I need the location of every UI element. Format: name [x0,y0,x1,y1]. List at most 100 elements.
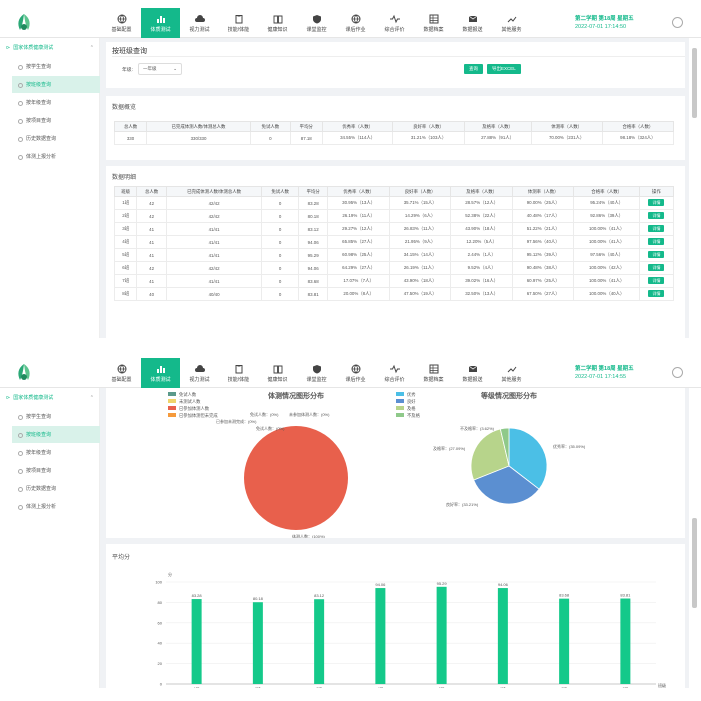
table-cell: 42 [136,196,167,210]
table-cell: 41 [136,235,167,249]
detail-button[interactable]: 详情 [648,238,665,245]
detail-button[interactable]: 详情 [648,225,665,232]
nav-item-1[interactable]: 体质测试 [141,358,180,388]
legend-label: 及格 [407,405,416,412]
datetime-label: 2022-07-01 17:14:55 [575,374,627,380]
nav-item-1[interactable]: 体质测试 [141,8,180,38]
table-cell: 26.83%（11人） [388,222,452,236]
column-header: 良好率（人数） [392,121,465,132]
nav-item-9[interactable]: 数据报送 [453,358,492,388]
nav-item-6[interactable]: 课后作业 [336,8,375,38]
bar-value-label: 94.06 [498,582,509,587]
sidebar-item-label: 按学生查询 [26,414,52,420]
nav-item-10[interactable]: 其他服务 [492,358,531,388]
nav-item-8[interactable]: 数据档案 [414,8,453,38]
term-label: 第二学期 第18周 星期五 [575,16,634,22]
nav-item-5[interactable]: 课堂监控 [297,358,336,388]
sidebar-item-label: 按项目查询 [26,468,52,474]
table-cell: 40.48%（17人） [511,209,575,223]
sidebar-item-1[interactable]: 按班级查询 [12,426,100,443]
table-cell: 34.55%（114人） [321,131,394,145]
legend-label: 未测试人数 [179,398,201,405]
sidebar-item-2[interactable]: 按年级查询 [12,444,100,461]
book-icon [273,365,282,373]
pie-slice [508,427,548,490]
table-cell: 100.00%（42人） [573,261,640,275]
nav-item-9[interactable]: 数据报送 [453,8,492,38]
table-cell: 39.02%（16人） [450,274,513,288]
table-cell: 17.07%（7人） [327,274,390,288]
nav-item-3[interactable]: 技能/体能 [219,358,258,388]
chevron-up-icon: ⌃ [89,394,94,401]
sidebar-item-4[interactable]: 历史数据查询 [12,480,100,497]
nav-item-10[interactable]: 其他服务 [492,8,531,38]
table-cell: 80.18 [297,209,329,223]
sidebar-item-5[interactable]: 体测上报分析 [12,148,100,165]
pulse-icon [389,364,400,373]
sidebar-item-1[interactable]: 按班级查询 [12,76,100,93]
nav-item-5[interactable]: 课堂监控 [297,8,336,38]
grade-select[interactable]: 一年级 ⌄ [138,63,182,75]
nav-item-6[interactable]: 课后作业 [336,358,375,388]
sidebar-group-fitness-test[interactable]: ⊳ 国家体质健康测试 ⌃ [6,44,94,52]
sidebar-item-2[interactable]: 按年级查询 [12,94,100,111]
sidebar-item-0[interactable]: 按学生查询 [12,408,100,425]
sidebar-item-5[interactable]: 体测上报分析 [12,498,100,515]
nav-item-label: 基础配置 [111,26,132,33]
detail-button[interactable]: 详情 [648,277,665,284]
sidebar-item-3[interactable]: 按项目查询 [12,112,100,129]
top-navbar: 基础配置 体质测试 视力测试 技能/体能 健康知识 课堂监控 课后作业 综合评价 数据档案 数据报… [0,358,701,388]
nav-item-2[interactable]: 视力测试 [180,358,219,388]
x-tick-label: 5班 [439,686,445,688]
query-button[interactable]: 查询 [464,64,483,74]
nav-item-3[interactable]: 技能/体能 [219,8,258,38]
sidebar-item-4[interactable]: 历史数据查询 [12,130,100,147]
column-header: 合格率（人数） [601,121,675,132]
detail-button[interactable]: 详情 [648,199,665,206]
sidebar-item-3[interactable]: 按项目查询 [12,462,100,479]
sidebar-item-0[interactable]: 按学生查询 [12,58,100,75]
detail-button[interactable]: 详情 [648,212,665,219]
table-row: 330 330/330 0 87.18 34.55%（114人） 31.21%（103人）… [113,131,675,145]
user-avatar[interactable] [672,17,683,28]
detail-button[interactable]: 详情 [648,290,665,297]
legend-label: 已参加体测但未完成 [179,412,218,419]
table-cell: 41/41 [165,222,263,236]
table-cell: 0 [261,248,299,262]
table-cell: 43.90%（18人） [388,274,452,288]
sidebar-group-fitness-test[interactable]: ⊳ 国家体质健康测试 ⌃ [6,394,94,402]
nav-item-8[interactable]: 数据档案 [414,358,453,388]
scrollbar[interactable] [692,48,697,118]
sidebar-item-label: 按学生查询 [26,64,52,70]
nav-item-4[interactable]: 健康知识 [258,358,297,388]
chevron-down-icon: ⌄ [173,66,177,71]
bar-value-label: 94.06 [375,582,386,587]
shield-icon [312,364,321,373]
scrollbar[interactable] [692,518,697,608]
nav-item-7[interactable]: 综合评价 [375,358,414,388]
pie-slice-label: 已参加未测完成：(0%) [216,418,257,424]
detail-button[interactable]: 详情 [648,264,665,271]
nav-item-0[interactable]: 基础配置 [102,358,141,388]
detail-button[interactable]: 详情 [648,251,665,258]
nav-item-label: 课堂监控 [306,26,327,33]
table-cell: 26.19%（11人） [388,261,452,275]
bar-value-label: 83.68 [559,593,570,598]
user-avatar[interactable] [672,367,683,378]
export-excel-button[interactable]: 导出EXCEL [487,64,521,74]
nav-item-0[interactable]: 基础配置 [102,8,141,38]
table-cell: 83.28 [297,196,329,210]
average-bar-chart: 分 0 20 40 60 80 100 83.28 1班 80.18 2班 83.12 3班 94.06 4… [155,571,666,688]
bar [252,602,263,684]
legend-label: 已参加体测人数 [179,405,210,412]
operation-cell: 详情 [638,222,675,236]
table-cell: 5班 [113,248,138,262]
page-title: 按班级查询 [112,48,147,55]
nav-item-7[interactable]: 综合评价 [375,8,414,38]
nav-item-4[interactable]: 健康知识 [258,8,297,38]
table-cell: 41 [136,274,167,288]
x-tick-label: 8班 [623,686,629,688]
nav-item-2[interactable]: 视力测试 [180,8,219,38]
table-cell: 30.95%（13人） [327,196,390,210]
